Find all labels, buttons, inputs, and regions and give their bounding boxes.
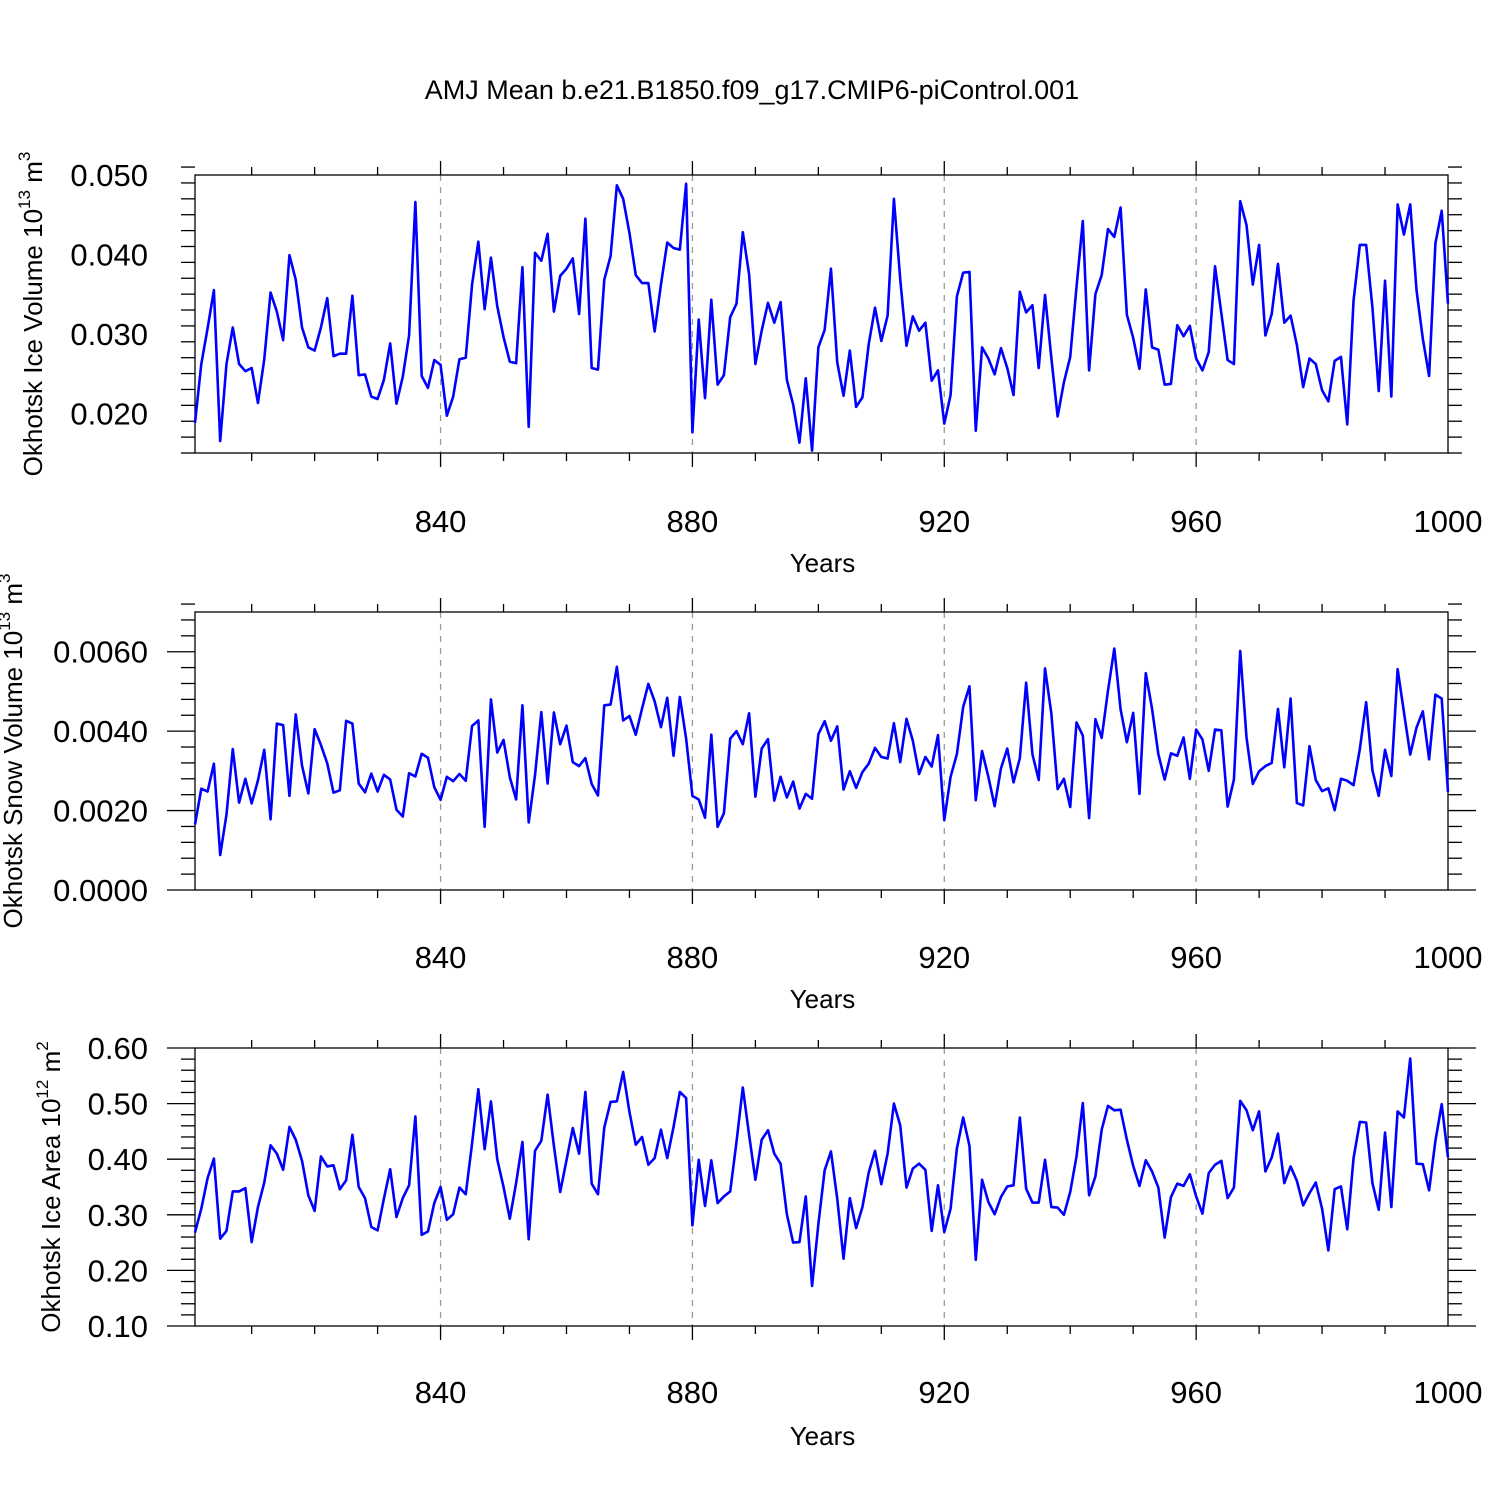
ice-volume-y-label-ylabel-prefix: Okhotsk Ice Volume 10 [18,209,48,476]
snow-volume-plot-frame [194,611,1449,891]
ice-area-y-label-ylabel-unit-exp: 2 [33,1041,52,1050]
ice-volume-y-label-ylabel-unit-exp: 3 [15,152,34,161]
snow-volume-panel: 0.0000 0.0020 0.0040 0.0060 840 880 920 960 1000… [0,574,1482,1015]
snow-volume-y-axis-label: Okhotsk Snow Volume 1013 m3 [0,574,28,929]
snow-volume-x-tick-label: 880 [667,940,719,975]
ice-area-y-label-ylabel-exp: 12 [33,1080,52,1099]
ice-volume-x-tick-label: 1000 [1414,504,1483,539]
snow-volume-y-tick-label: 0.0040 [53,714,148,749]
ice-volume-y-label-ylabel-unit: m [18,161,48,190]
ice-volume-x-tick-label: 840 [415,504,467,539]
ice-volume-y-tick-label: 0.040 [70,237,148,272]
ice-area-y-tick-label: 0.20 [88,1253,148,1288]
ice-area-plot-frame [194,1047,1449,1327]
ice-area-x-tick-label: 880 [667,1375,719,1410]
snow-volume-x-tick-label: 840 [415,940,467,975]
ice-area-x-tick-label: 840 [415,1375,467,1410]
ice-volume-series-line [193,182,1450,452]
snow-volume-x-axis-label: Years [790,984,856,1014]
ice-volume-y-tick-label: 0.050 [70,158,148,193]
ice-volume-y-tick-label: 0.030 [70,317,148,352]
ice-area-x-tick-label: 960 [1170,1375,1222,1410]
snow-volume-y-label-ylabel-unit: m [0,583,28,612]
ice-area-y-label-ylabel-prefix: Okhotsk Ice Area 10 [36,1099,66,1333]
ice-volume-x-tick-label: 960 [1170,504,1222,539]
ice-area-series-line [193,1057,1450,1288]
snow-volume-x-tick-label: 960 [1170,940,1222,975]
ice-volume-y-tick-label: 0.020 [70,396,148,431]
ice-area-x-tick-label: 920 [918,1375,970,1410]
ice-area-y-tick-label: 0.10 [88,1309,148,1344]
snow-volume-y-tick-label: 0.0060 [53,635,148,670]
figure-title: AMJ Mean b.e21.B1850.f09_g17.CMIP6-piCon… [425,75,1079,105]
ice-area-x-tick-label: 1000 [1414,1375,1483,1410]
snow-volume-y-label-ylabel-exp: 13 [0,612,14,631]
ice-area-y-tick-label: 0.60 [88,1031,148,1066]
ice-volume-plot-frame [194,174,1449,454]
snow-volume-y-label-ylabel-unit-exp: 3 [0,574,14,583]
ice-volume-x-tick-label: 920 [918,504,970,539]
ice-area-y-tick-label: 0.50 [88,1087,148,1122]
snow-volume-y-label-ylabel-prefix: Okhotsk Snow Volume 10 [0,631,28,929]
ice-volume-panel: 0.020 0.030 0.040 0.050 840 880 920 960 1000 Year… [15,152,1482,578]
snow-volume-x-tick-label: 1000 [1414,940,1483,975]
snow-volume-series-line [193,647,1450,857]
ice-area-y-axis-label: Okhotsk Ice Area 1012 m2 [33,1041,66,1332]
ice-area-y-tick-label: 0.30 [88,1198,148,1233]
ice-volume-x-tick-label: 880 [667,504,719,539]
ice-area-panel: 0.10 0.20 0.30 0.40 0.50 0.60 840 880 920 960 1000… [33,1031,1482,1451]
snow-volume-x-tick-label: 920 [918,940,970,975]
ice-area-y-label-ylabel-unit: m [36,1051,66,1080]
ice-volume-y-label-ylabel-exp: 13 [15,190,34,209]
ice-area-y-tick-label: 0.40 [88,1142,148,1177]
snow-volume-y-tick-label: 0.0020 [53,794,148,829]
snow-volume-y-tick-label: 0.0000 [53,873,148,908]
ice-volume-x-axis-label: Years [790,548,856,578]
ice-volume-y-axis-label: Okhotsk Ice Volume 1013 m3 [15,152,48,477]
ice-area-x-axis-label: Years [790,1421,856,1451]
